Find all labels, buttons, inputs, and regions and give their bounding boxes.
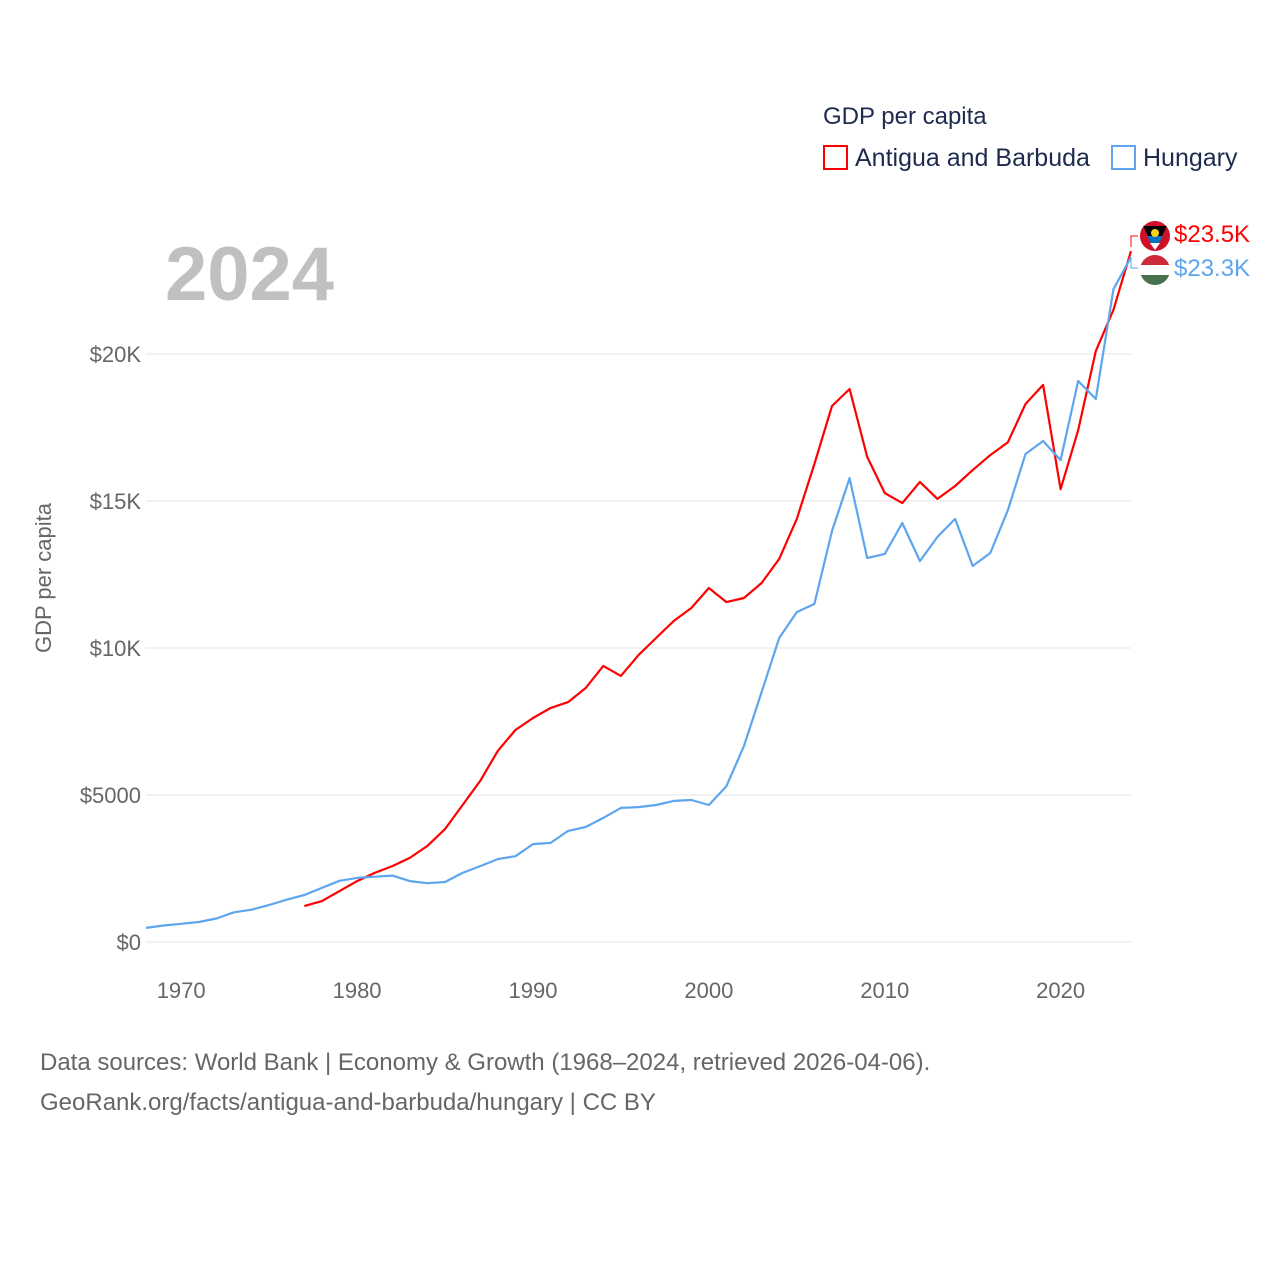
series-lines <box>145 250 1133 929</box>
end-connector <box>1130 257 1138 269</box>
hungary-flag-icon <box>1140 255 1170 285</box>
x-tick-label: 1990 <box>508 978 557 1003</box>
x-tick-label: 1970 <box>157 978 206 1003</box>
legend-title: GDP per capita <box>823 103 987 130</box>
legend-item-antigua[interactable]: Antigua and Barbuda <box>823 144 1090 172</box>
grid-lines <box>146 353 1131 943</box>
legend-swatch <box>823 145 848 170</box>
antigua-end-value: $23.5K <box>1174 221 1250 248</box>
y-tick-label: $20K <box>90 342 142 367</box>
series-line-antigua-and-barbuda <box>303 250 1133 908</box>
y-axis-ticks: $0 $5000 $10K $15K $20K <box>80 342 142 955</box>
legend-label: Antigua and Barbuda <box>855 144 1090 172</box>
y-tick-label: $15K <box>90 489 142 514</box>
end-labels: $23.5K $23.3K <box>1130 221 1250 285</box>
source-note: Data sources: World Bank | Economy & Gro… <box>40 1043 930 1123</box>
y-tick-label: $10K <box>90 636 142 661</box>
series-line-hungary <box>145 256 1132 929</box>
y-tick-label: $5000 <box>80 783 141 808</box>
year-label: 2024 <box>165 232 334 317</box>
y-axis-label: GDP per capita <box>31 502 56 653</box>
x-tick-label: 2020 <box>1036 978 1085 1003</box>
source-url[interactable]: GeoRank.org/facts/antigua-and-barbuda/hu… <box>40 1089 656 1116</box>
legend-swatch <box>1111 145 1136 170</box>
hungary-end-value: $23.3K <box>1174 255 1250 282</box>
antigua-flag-icon <box>1140 221 1170 251</box>
source-line: Data sources: World Bank | Economy & Gro… <box>40 1049 931 1076</box>
legend-item-hungary[interactable]: Hungary <box>1111 144 1238 172</box>
x-tick-label: 2000 <box>684 978 733 1003</box>
x-tick-label: 1980 <box>333 978 382 1003</box>
y-tick-label: $0 <box>117 930 141 955</box>
x-axis-ticks: 1970 1980 1990 2000 2010 2020 <box>157 978 1085 1003</box>
end-connector <box>1130 235 1138 247</box>
legend-label: Hungary <box>1143 144 1238 172</box>
x-tick-label: 2010 <box>860 978 909 1003</box>
legend: GDP per capita Antigua and Barbuda Hunga… <box>823 103 1238 172</box>
